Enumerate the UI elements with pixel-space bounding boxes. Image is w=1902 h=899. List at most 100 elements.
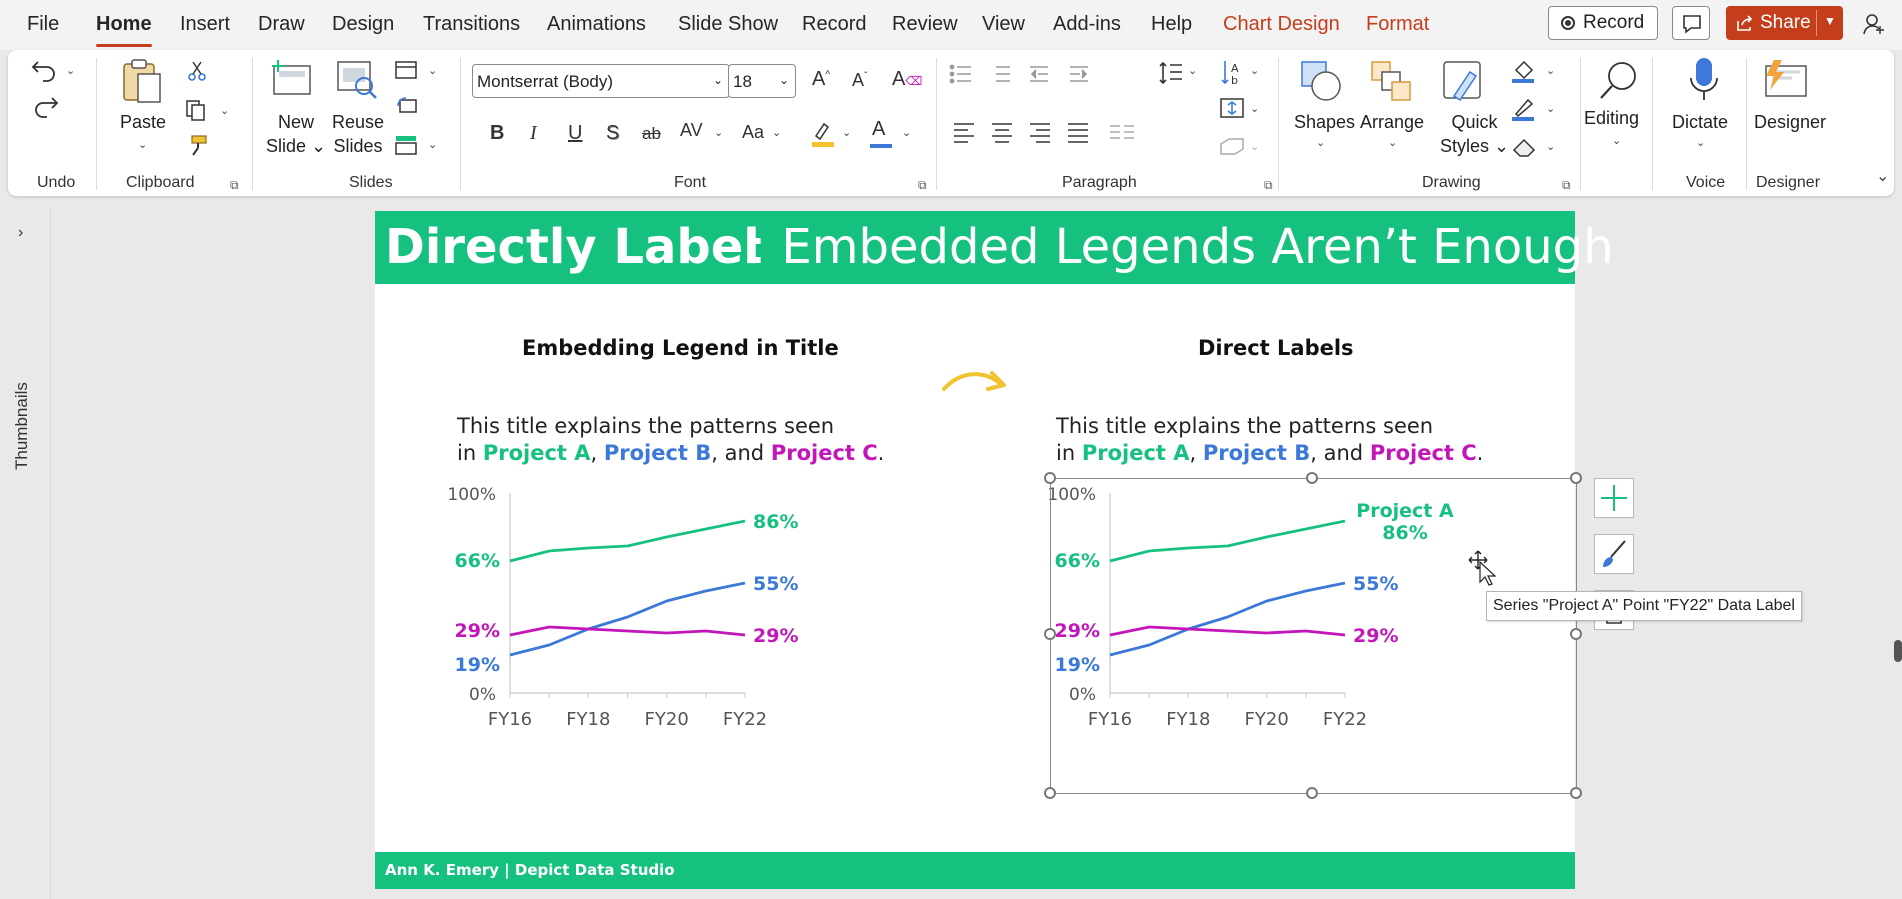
undo-dropdown-icon[interactable]: ⌄ xyxy=(66,65,76,77)
chevron-down-icon[interactable]: ▼ xyxy=(1824,14,1836,28)
format-painter-icon[interactable] xyxy=(186,134,210,158)
clipboard-launcher-icon[interactable]: ⧉ xyxy=(230,178,239,192)
chart-selection-frame[interactable] xyxy=(1050,478,1577,794)
resize-handle-tr[interactable] xyxy=(1570,472,1582,484)
dictate-button[interactable]: Dictate xyxy=(1672,112,1729,132)
left-line-chart[interactable]: 100% 0% FY16 FY18 FY20 FY22 66% 19% 29% 86% 55% 29% xyxy=(435,476,875,756)
reuse-slides-button[interactable]: Reuse Slides xyxy=(332,110,384,158)
text-shadow-button[interactable]: S xyxy=(606,122,620,144)
layout-dropdown-icon[interactable]: ⌄ xyxy=(428,65,438,77)
cut-icon[interactable] xyxy=(186,60,208,82)
vertical-scrollbar[interactable] xyxy=(1892,210,1902,899)
reuse-slides-icon[interactable] xyxy=(334,58,380,102)
clear-formatting-icon[interactable]: A⌫ xyxy=(892,68,923,90)
undo-icon[interactable] xyxy=(30,58,60,84)
record-button[interactable]: Record xyxy=(1548,6,1658,40)
tab-view[interactable]: View xyxy=(982,13,1025,35)
tab-animations[interactable]: Animations xyxy=(547,13,646,35)
shape-effects-icon[interactable] xyxy=(1510,136,1538,158)
arrange-dropdown-icon[interactable]: ⌄ xyxy=(1388,137,1398,149)
italic-button[interactable]: I xyxy=(530,122,537,144)
resize-handle-t[interactable] xyxy=(1306,472,1318,484)
character-spacing-dropdown-icon[interactable]: ⌄ xyxy=(714,127,724,139)
shape-outline-icon[interactable] xyxy=(1510,96,1538,122)
chart-elements-button[interactable] xyxy=(1594,478,1634,518)
search-icon[interactable] xyxy=(1598,58,1642,102)
resize-handle-tl[interactable] xyxy=(1044,472,1056,484)
copy-icon[interactable] xyxy=(184,98,208,122)
resize-handle-br[interactable] xyxy=(1570,787,1582,799)
line-spacing-icon[interactable] xyxy=(1158,60,1184,86)
bold-button[interactable]: B xyxy=(490,122,505,144)
tab-record[interactable]: Record xyxy=(802,13,867,35)
section-icon[interactable] xyxy=(394,134,418,156)
font-name-select[interactable]: Montserrat (Body) ⌄ xyxy=(472,64,730,98)
dictate-dropdown-icon[interactable]: ⌄ xyxy=(1696,137,1706,149)
highlighter-icon[interactable] xyxy=(810,120,836,148)
increase-font-size-icon[interactable]: A^ xyxy=(812,68,831,90)
resize-handle-l[interactable] xyxy=(1044,628,1056,640)
tab-help[interactable]: Help xyxy=(1151,13,1193,35)
strikethrough-button[interactable]: ab xyxy=(642,124,661,143)
section-dropdown-icon[interactable]: ⌄ xyxy=(428,139,438,151)
right-line-chart[interactable]: 100% 0% FY16 FY18 FY20 FY22 66% 19% 29% Project A… xyxy=(1035,476,1475,756)
tab-review[interactable]: Review xyxy=(892,13,958,35)
shapes-dropdown-icon[interactable]: ⌄ xyxy=(1316,137,1326,149)
shape-effects-dropdown-icon[interactable]: ⌄ xyxy=(1546,141,1556,153)
tab-insert[interactable]: Insert xyxy=(180,13,231,35)
tab-transitions[interactable]: Transitions xyxy=(423,13,521,35)
slide-title-rest[interactable]: : Embedded Legends Aren’t Enough xyxy=(750,219,1614,275)
font-color-dropdown-icon[interactable]: ⌄ xyxy=(902,127,912,139)
resize-handle-r[interactable] xyxy=(1570,628,1582,640)
shape-fill-dropdown-icon[interactable]: ⌄ xyxy=(1546,65,1556,77)
microphone-icon[interactable] xyxy=(1688,56,1720,104)
paste-icon[interactable] xyxy=(120,58,164,104)
collapse-ribbon-icon[interactable]: ⌄ xyxy=(1876,168,1890,185)
paste-button[interactable]: Paste xyxy=(120,112,167,132)
font-size-select[interactable]: 18 ⌄ xyxy=(728,64,796,98)
shapes-button[interactable]: Shapes xyxy=(1294,112,1356,132)
change-case-button[interactable]: Aa xyxy=(742,122,765,142)
scrollbar-thumb[interactable] xyxy=(1894,640,1902,662)
align-text-dropdown-icon[interactable]: ⌄ xyxy=(1250,103,1260,115)
tab-design[interactable]: Design xyxy=(332,13,395,35)
tab-draw[interactable]: Draw xyxy=(258,13,305,35)
tab-chart-design[interactable]: Chart Design xyxy=(1223,13,1340,35)
quick-styles-icon[interactable] xyxy=(1440,58,1486,104)
copy-dropdown-icon[interactable]: ⌄ xyxy=(220,105,230,117)
text-direction-dropdown-icon[interactable]: ⌄ xyxy=(1250,65,1260,77)
paragraph-launcher-icon[interactable]: ⧉ xyxy=(1264,178,1273,192)
paste-dropdown-icon[interactable]: ⌄ xyxy=(138,139,148,151)
character-spacing-button[interactable]: AV xyxy=(680,120,703,140)
reset-icon[interactable] xyxy=(396,96,420,116)
text-direction-icon[interactable]: Ab xyxy=(1220,58,1246,86)
decrease-font-size-icon[interactable]: Aˇ xyxy=(852,70,868,90)
designer-icon[interactable] xyxy=(1762,58,1810,100)
comments-button[interactable] xyxy=(1672,6,1710,40)
shapes-icon[interactable] xyxy=(1298,58,1344,104)
editing-dropdown-icon[interactable]: ⌄ xyxy=(1612,135,1622,147)
tab-add-ins[interactable]: Add-ins xyxy=(1053,13,1121,35)
drawing-launcher-icon[interactable]: ⧉ xyxy=(1562,178,1571,192)
person-icon[interactable] xyxy=(1862,12,1886,36)
chevron-right-icon[interactable]: › xyxy=(18,224,24,241)
resize-handle-b[interactable] xyxy=(1306,787,1318,799)
shape-fill-icon[interactable] xyxy=(1510,58,1538,84)
tab-slide-show[interactable]: Slide Show xyxy=(678,13,779,35)
share-button[interactable]: Share ▼ xyxy=(1726,6,1843,40)
alignment-controls[interactable] xyxy=(952,120,1102,144)
line-spacing-dropdown-icon[interactable]: ⌄ xyxy=(1188,65,1198,77)
slide-canvas[interactable]: Directly Label : Embedded Legends Aren’t… xyxy=(375,211,1614,889)
right-chart-description[interactable]: This title explains the patterns seen in… xyxy=(1056,413,1483,467)
left-chart-heading[interactable]: Embedding Legend in Title xyxy=(522,336,839,360)
font-launcher-icon[interactable]: ⧉ xyxy=(918,178,927,192)
right-chart-heading[interactable]: Direct Labels xyxy=(1198,336,1354,360)
quick-styles-button[interactable]: Quick Styles ⌄ xyxy=(1440,112,1510,156)
align-text-icon[interactable] xyxy=(1218,96,1246,120)
left-chart-description[interactable]: This title explains the patterns seen in… xyxy=(457,413,884,467)
chart-styles-button[interactable] xyxy=(1594,534,1634,574)
underline-button[interactable]: U xyxy=(568,122,583,144)
editing-button[interactable]: Editing xyxy=(1584,108,1640,128)
resize-handle-bl[interactable] xyxy=(1044,787,1056,799)
layout-icon[interactable] xyxy=(394,60,418,80)
